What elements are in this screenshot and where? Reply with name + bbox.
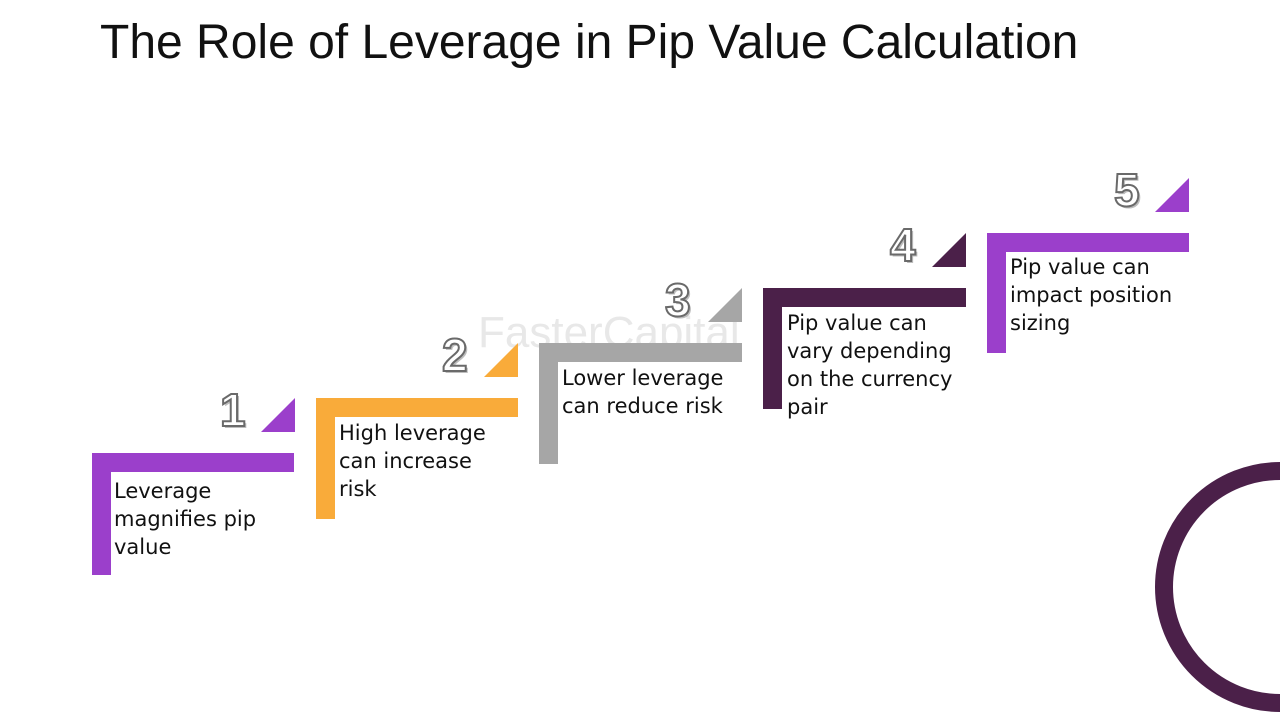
step-1-bracket-side	[92, 453, 111, 575]
step-2-number: 2	[441, 329, 469, 381]
step-1-number: 1	[219, 384, 247, 436]
step-4-triangle-icon	[932, 233, 966, 267]
step-5-bracket-side	[987, 233, 1006, 353]
step-3-bracket-side	[539, 343, 558, 464]
decorative-ring	[1155, 462, 1280, 712]
step-3-number: 3	[664, 274, 692, 326]
step-2-bracket-side	[316, 398, 335, 519]
step-2-label: High leverage can increase risk	[339, 421, 486, 501]
page-title: The Role of Leverage in Pip Value Calcul…	[100, 16, 1079, 69]
step-1-triangle-icon	[261, 398, 295, 432]
step-4-bracket-side	[763, 288, 782, 409]
step-3-bracket-top	[539, 343, 742, 362]
step-4-label: Pip value can vary depending on the curr…	[787, 311, 953, 419]
step-5-number: 5	[1113, 164, 1141, 216]
step-5-bracket-top	[987, 233, 1189, 252]
step-3-triangle-icon	[708, 288, 742, 322]
step-1-bracket-top	[92, 453, 294, 472]
step-5-label: Pip value can impact position sizing	[1010, 255, 1173, 335]
step-3-label: Lower leverage can reduce risk	[562, 366, 724, 418]
step-4-number: 4	[889, 219, 917, 271]
step-5-triangle-icon	[1155, 178, 1189, 212]
step-1-label: Leverage magnifies pip value	[114, 479, 257, 559]
step-4-bracket-top	[763, 288, 966, 307]
step-2-bracket-top	[316, 398, 518, 417]
step-2-triangle-icon	[484, 343, 518, 377]
